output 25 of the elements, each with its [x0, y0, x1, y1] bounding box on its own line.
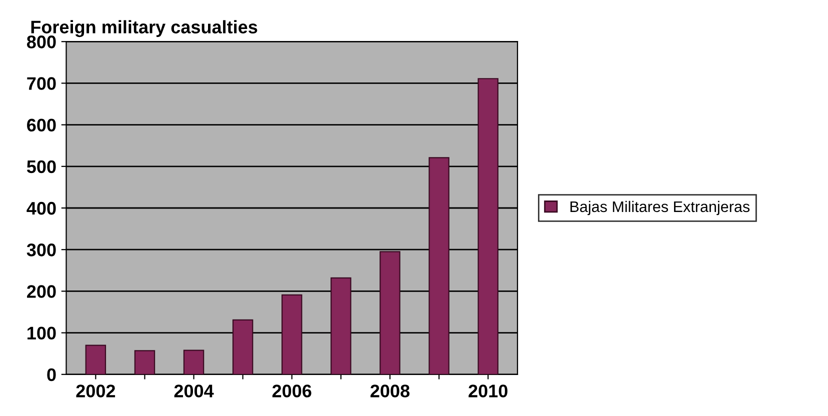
x-tick-label: 2002 [76, 384, 116, 398]
bar [380, 251, 400, 374]
y-tick-label: 400 [26, 202, 56, 215]
y-tick-label: 800 [26, 36, 56, 48]
bar [330, 277, 352, 374]
y-tick-label: 0 [47, 368, 56, 382]
y-tick-label: 200 [27, 285, 56, 298]
bar [85, 344, 106, 374]
chart-title: Foreign military casualties [31, 20, 258, 38]
bar [134, 350, 156, 374]
x-tick-label: 2004 [174, 384, 214, 398]
legend-label: Bajas Militares Extranjeras [570, 200, 750, 216]
x-tick-label: 2008 [370, 384, 410, 398]
x-tick-label: 2010 [468, 384, 508, 398]
x-tick-label: 2006 [272, 384, 312, 398]
bar [282, 294, 302, 374]
y-tick-label: 700 [27, 77, 56, 90]
bar [183, 350, 204, 374]
y-tick-label: 600 [27, 118, 56, 132]
bar [428, 157, 450, 374]
bar [232, 319, 254, 374]
y-tick-label: 500 [26, 160, 56, 174]
bar [478, 78, 498, 374]
y-tick-label: 100 [28, 326, 56, 340]
y-tick-label: 300 [26, 244, 56, 256]
